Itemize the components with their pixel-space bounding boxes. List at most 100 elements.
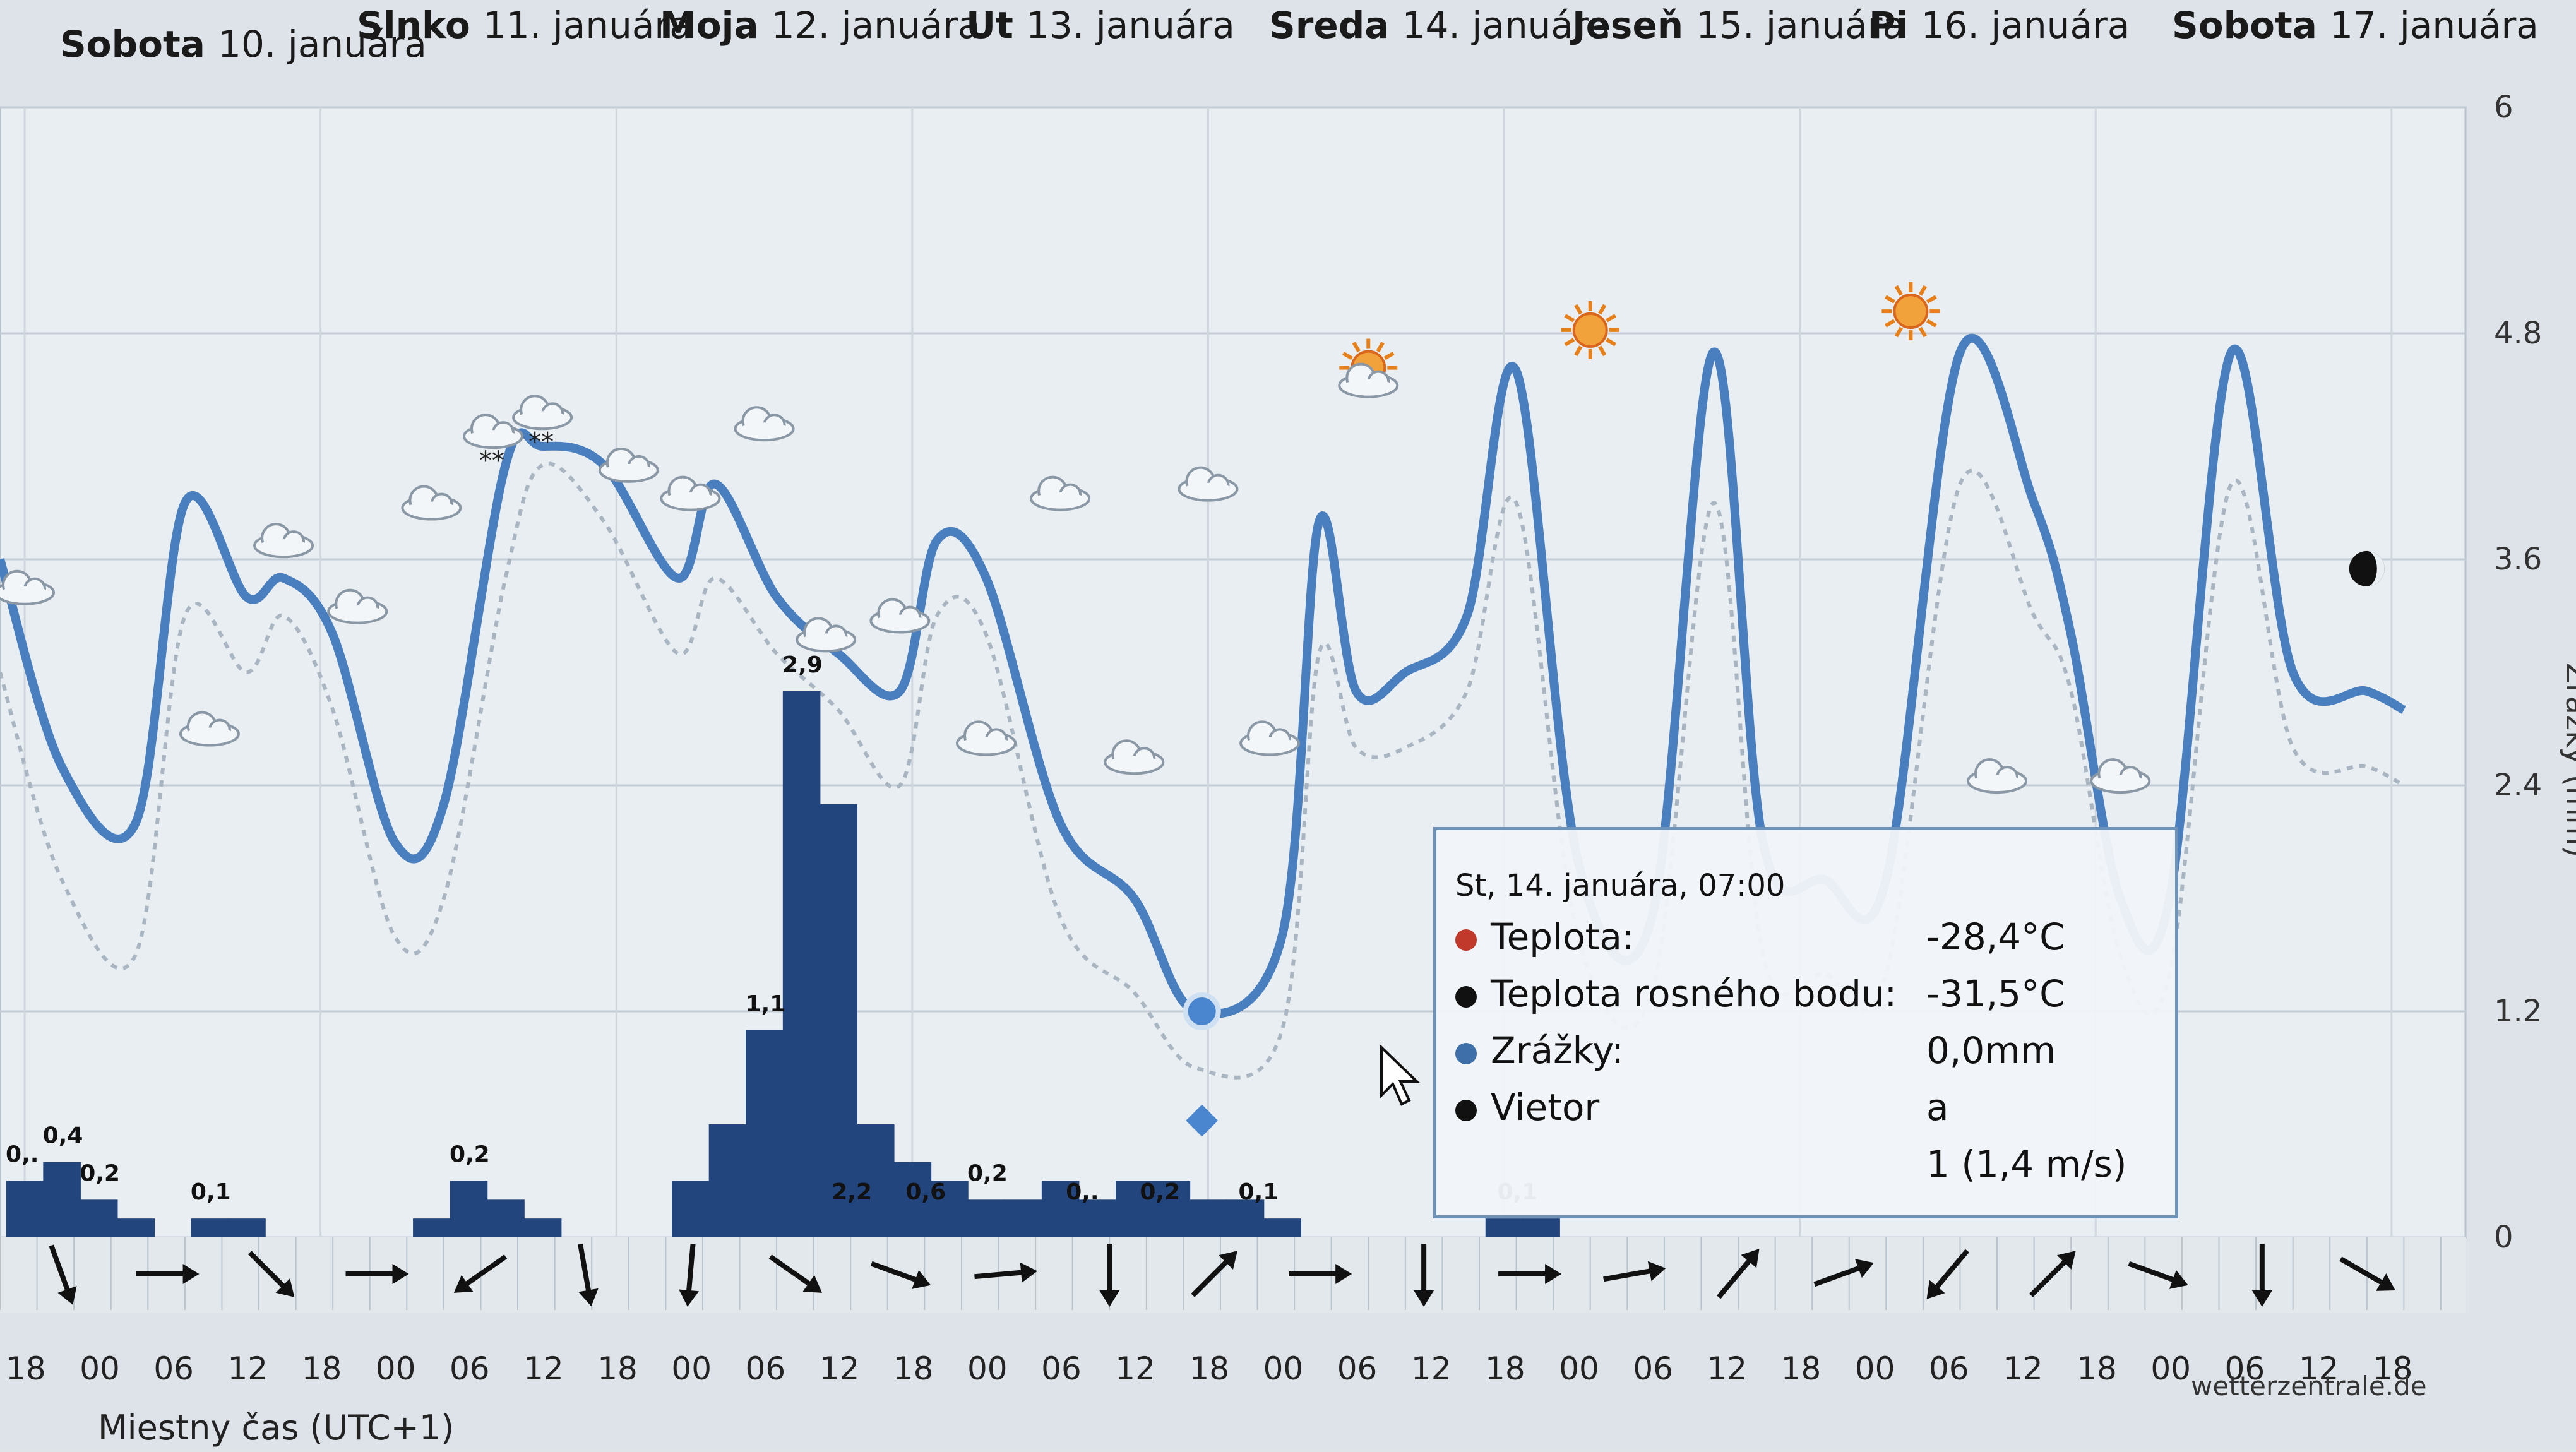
day-name: Pi bbox=[1869, 4, 1921, 47]
wind-arrow-icon bbox=[453, 1254, 508, 1293]
precip-value-label: 0,. bbox=[6, 1142, 39, 1168]
precip-bar[interactable] bbox=[782, 691, 821, 1237]
tooltip-label: Vietor bbox=[1491, 1086, 1600, 1129]
precip-bar[interactable] bbox=[6, 1181, 44, 1238]
precip-value-label: 1,1 bbox=[746, 991, 786, 1017]
x-tick-label: 18 bbox=[2077, 1350, 2117, 1387]
precip-bar[interactable] bbox=[967, 1199, 1006, 1237]
precip-bar[interactable] bbox=[487, 1199, 525, 1237]
tooltip-row-temp: Teplota: -28,4°C bbox=[1455, 915, 2162, 966]
tooltip-value: 1 (1,4 m/s) bbox=[1926, 1143, 2127, 1186]
tooltip-row-precip: Zrážky: 0,0mm bbox=[1455, 1029, 2162, 1080]
sun-cloud-icon bbox=[1338, 338, 1399, 398]
precip-value-label: 0,. bbox=[1066, 1179, 1099, 1205]
cloud-icon bbox=[2090, 758, 2151, 794]
x-tick-label: 12 bbox=[523, 1350, 564, 1387]
tooltip-title: St, 14. januára, 07:00 bbox=[1455, 868, 1786, 903]
precip-value-label: 0,2 bbox=[967, 1160, 1008, 1186]
x-tick-label: 18 bbox=[1189, 1350, 1229, 1387]
x-tick-label: 18 bbox=[597, 1350, 638, 1387]
precip-bar[interactable] bbox=[450, 1181, 488, 1238]
cloud-icon bbox=[1178, 466, 1239, 502]
day-name: Ut bbox=[966, 4, 1026, 47]
precip-dot-icon bbox=[1455, 1043, 1477, 1064]
precip-bar[interactable] bbox=[672, 1181, 710, 1238]
day-date: 16. januára bbox=[1921, 4, 2130, 47]
tooltip-label: Teplota rosného bodu: bbox=[1491, 972, 1897, 1015]
precip-bar[interactable] bbox=[856, 1124, 895, 1237]
x-tick-label: 00 bbox=[376, 1350, 416, 1387]
wind-arrow-icon bbox=[247, 1251, 295, 1297]
cloud-icon bbox=[1030, 475, 1091, 511]
precip-bar[interactable] bbox=[1485, 1218, 1524, 1237]
cloud-icon bbox=[869, 598, 931, 634]
precip-bar[interactable] bbox=[80, 1199, 118, 1237]
day-header: Slnko 11. januára bbox=[357, 4, 692, 47]
precip-bar[interactable] bbox=[1522, 1218, 1560, 1237]
hover-point-dew[interactable] bbox=[1186, 1104, 1219, 1137]
day-name: Moja bbox=[660, 4, 772, 47]
precip-bar[interactable] bbox=[1152, 1181, 1191, 1238]
precip-bar[interactable] bbox=[413, 1218, 451, 1237]
wind-arrow-icon bbox=[2029, 1251, 2076, 1297]
precip-bar[interactable] bbox=[523, 1218, 562, 1237]
credit-text: wetterzentrale.de bbox=[2191, 1371, 2427, 1401]
day-date: 13. januára bbox=[1026, 4, 1235, 47]
wind-arrow-icon bbox=[49, 1244, 77, 1305]
precip-bar[interactable] bbox=[931, 1181, 969, 1238]
precip-bar[interactable] bbox=[1116, 1181, 1154, 1238]
temperature-line[interactable] bbox=[0, 334, 2406, 1018]
day-header: Jeseň 15. januára bbox=[1570, 4, 1905, 47]
precip-bar[interactable] bbox=[1190, 1199, 1227, 1237]
y-tick-label: 4.8 bbox=[2494, 316, 2542, 351]
day-name: Sobota bbox=[60, 23, 218, 66]
day-header: Sobota 10. januára bbox=[60, 23, 427, 66]
day-name: Sobota bbox=[2172, 4, 2330, 47]
moon-icon bbox=[2349, 550, 2385, 586]
cloud-icon bbox=[1104, 739, 1165, 775]
precip-value-label: 0,1 bbox=[191, 1179, 231, 1205]
hover-point-temp[interactable] bbox=[1183, 992, 1221, 1030]
precip-bar[interactable] bbox=[191, 1218, 229, 1237]
cloud-icon bbox=[327, 588, 388, 624]
precip-bar[interactable] bbox=[1226, 1199, 1265, 1237]
cloud-icon bbox=[598, 447, 659, 483]
cloud-icon bbox=[1967, 758, 2028, 794]
sun-icon bbox=[1881, 282, 1940, 341]
x-tick-label: 06 bbox=[153, 1350, 194, 1387]
cloud-icon bbox=[734, 406, 795, 442]
y-tick-label: 0 bbox=[2494, 1220, 2513, 1255]
precip-bar[interactable] bbox=[820, 804, 857, 1237]
precip-bar[interactable] bbox=[43, 1162, 81, 1237]
precip-bar[interactable] bbox=[1078, 1199, 1117, 1237]
wind-arrow-icon bbox=[2128, 1261, 2188, 1289]
svg-text:**: ** bbox=[528, 427, 554, 456]
day-date: 10. januára bbox=[218, 23, 427, 66]
x-tick-label: 18 bbox=[893, 1350, 934, 1387]
precip-bar[interactable] bbox=[1005, 1199, 1042, 1237]
wind-arrow-icon bbox=[1717, 1249, 1760, 1299]
precip-bar[interactable] bbox=[1041, 1181, 1080, 1238]
wind-arrow-icon bbox=[870, 1261, 931, 1289]
wind-arrow-icon bbox=[1414, 1244, 1434, 1307]
precip-bar[interactable] bbox=[746, 1030, 784, 1237]
precip-bar[interactable] bbox=[708, 1124, 747, 1237]
day-name: Slnko bbox=[357, 4, 483, 47]
precip-value-label: 0,2 bbox=[450, 1142, 490, 1168]
precip-bar[interactable] bbox=[893, 1162, 932, 1237]
precip-bar[interactable] bbox=[228, 1218, 266, 1237]
cloud-icon bbox=[796, 617, 857, 653]
precip-bar[interactable] bbox=[1263, 1218, 1301, 1237]
x-tick-label: 12 bbox=[228, 1350, 268, 1387]
tooltip-label: Teplota: bbox=[1491, 915, 1635, 958]
x-tick-label: 00 bbox=[1855, 1350, 1895, 1387]
x-axis-title: Miestny čas (UTC+1) bbox=[98, 1408, 454, 1448]
x-tick-label: 06 bbox=[1041, 1350, 1082, 1387]
precip-value-label: 0,6 bbox=[905, 1179, 946, 1205]
x-tick-label: 12 bbox=[1115, 1350, 1155, 1387]
precip-bar[interactable] bbox=[117, 1218, 155, 1237]
day-header: Sobota 17. januára bbox=[2172, 4, 2539, 47]
x-tick-label: 00 bbox=[2150, 1350, 2191, 1387]
